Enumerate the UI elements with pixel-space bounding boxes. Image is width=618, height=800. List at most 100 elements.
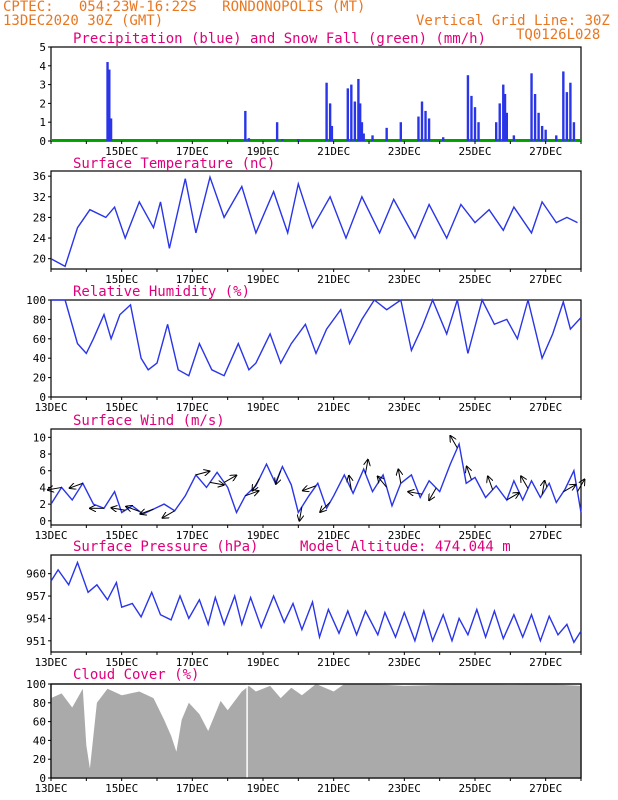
wind-arrow	[320, 501, 331, 512]
x-tick-label: 21DEC	[317, 145, 350, 158]
x-tick-label: 15DEC	[105, 273, 138, 286]
y-tick-label: 28	[33, 211, 46, 224]
wind-arrow	[365, 460, 367, 474]
y-tick-label: 40	[33, 352, 46, 365]
wind-arrow	[349, 476, 351, 490]
precip-bar	[569, 82, 572, 141]
x-tick-label: 25DEC	[458, 782, 491, 795]
precip-bar	[360, 122, 364, 141]
precip-bar	[512, 135, 516, 141]
precip-bar	[565, 92, 569, 141]
precip-bar	[275, 122, 279, 141]
precip-bar	[540, 125, 544, 141]
y-tick-label: 0	[39, 135, 46, 148]
wind-arrow	[488, 477, 493, 490]
precip-bar	[424, 110, 427, 141]
wind-arrow	[450, 436, 458, 449]
precip-bar	[562, 71, 565, 141]
panel-frame	[50, 554, 582, 653]
panel-frame-overlay	[50, 683, 582, 779]
y-tick-label: 0	[39, 391, 46, 404]
x-tick-label: 21DEC	[317, 656, 350, 669]
x-tick-label: 21DEC	[317, 401, 350, 414]
wind-arrow	[378, 477, 388, 488]
wind-arrow	[577, 479, 584, 492]
precip-bar	[498, 103, 501, 141]
x-tick-label: 15DEC	[105, 401, 138, 414]
x-tick-label: 21DEC	[317, 273, 350, 286]
x-tick-label: 23DEC	[388, 145, 421, 158]
precip-bar	[247, 138, 251, 141]
y-tick-label: 10	[33, 431, 46, 444]
x-tick-label: 17DEC	[176, 273, 209, 286]
y-tick-label: 40	[33, 734, 46, 747]
wind-arrow	[563, 485, 575, 493]
y-tick-label: 8	[39, 448, 46, 461]
y-tick-label: 100	[26, 678, 46, 691]
y-tick-label: 0	[39, 772, 46, 785]
header-run-time: 13DEC2020 30Z (GMT)	[3, 13, 164, 29]
x-tick-label: 19DEC	[246, 529, 279, 542]
x-tick-label: 23DEC	[388, 401, 421, 414]
x-tick-label: 23DEC	[388, 656, 421, 669]
y-tick-label: 100	[26, 294, 46, 307]
wind-arrow	[398, 469, 400, 484]
panel-title: Surface Wind (m/s)	[73, 413, 225, 429]
y-tick-label: 951	[26, 635, 46, 648]
precip-bar	[385, 127, 388, 141]
x-tick-label: 15DEC	[105, 145, 138, 158]
x-tick-label: 25DEC	[458, 656, 491, 669]
cloud-cover-area	[51, 684, 581, 778]
wind-arrow	[111, 508, 126, 510]
precip-bar	[420, 101, 424, 141]
x-tick-label: 13DEC	[34, 782, 67, 795]
x-tick-label: 27DEC	[529, 529, 562, 542]
y-tick-label: 0	[39, 515, 46, 528]
y-tick-label: 6	[39, 465, 46, 478]
y-tick-label: 20	[33, 253, 46, 266]
y-tick-label: 60	[33, 716, 46, 729]
precip-bar	[537, 112, 540, 141]
wind-arrow	[408, 492, 423, 494]
y-tick-label: 20	[33, 372, 46, 385]
precip-bar	[442, 137, 445, 141]
y-tick-label: 32	[33, 191, 46, 204]
precip-bar	[466, 75, 470, 141]
precip-bar	[297, 139, 300, 141]
wind-arrow	[48, 487, 62, 489]
precip-bar	[244, 110, 247, 141]
x-tick-label: 17DEC	[176, 401, 209, 414]
precip-bar	[502, 84, 505, 141]
humidity-line	[51, 298, 582, 377]
x-tick-label: 19DEC	[246, 145, 279, 158]
precip-bar	[328, 103, 332, 141]
y-tick-label: 60	[33, 333, 46, 346]
precip-bar	[503, 94, 507, 141]
wind-arrow	[276, 470, 281, 484]
wind-arrow	[506, 493, 519, 501]
wind-arrow	[163, 510, 175, 518]
wind-arrow	[252, 478, 260, 491]
x-tick-label: 17DEC	[176, 145, 209, 158]
x-tick-label: 27DEC	[529, 401, 562, 414]
y-tick-label: 2	[39, 498, 46, 511]
panel-title: Surface Pressure (hPa)	[73, 539, 258, 555]
y-tick-label: 80	[33, 697, 46, 710]
x-tick-label: 25DEC	[458, 529, 491, 542]
x-tick-label: 23DEC	[388, 273, 421, 286]
model-altitude-label: Model Altitude: 474.044 m	[300, 539, 511, 555]
precip-bar	[544, 129, 547, 141]
precip-bar	[281, 139, 284, 141]
precip-bar	[505, 112, 508, 141]
wind-arrow	[223, 475, 236, 483]
precip-bar	[353, 101, 357, 141]
panel-title: Relative Humidity (%)	[73, 284, 250, 300]
x-tick-label: 17DEC	[176, 529, 209, 542]
precip-bar	[470, 95, 473, 141]
wind-arrow	[303, 486, 317, 491]
precip-bar	[473, 107, 477, 141]
precip-bar	[417, 116, 420, 141]
x-tick-label: 17DEC	[176, 782, 209, 795]
precip-bar	[325, 82, 328, 141]
